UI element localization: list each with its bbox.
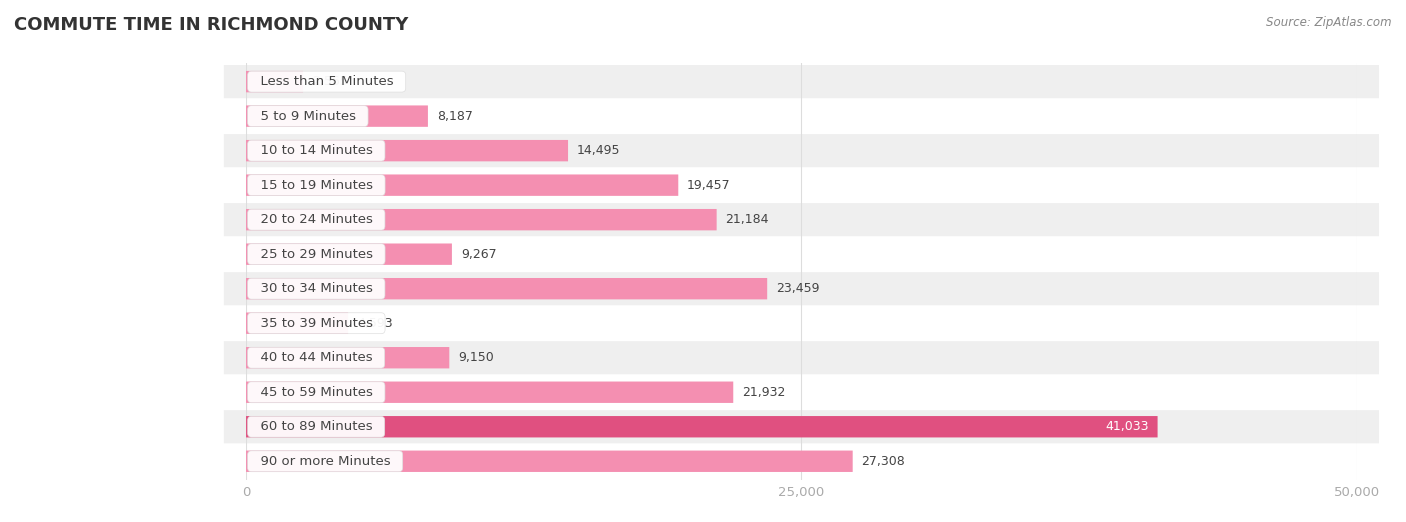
FancyBboxPatch shape: [246, 209, 717, 230]
Text: 10 to 14 Minutes: 10 to 14 Minutes: [252, 144, 381, 157]
FancyBboxPatch shape: [246, 382, 734, 403]
FancyBboxPatch shape: [224, 376, 1379, 409]
Text: 23,459: 23,459: [776, 282, 820, 295]
FancyBboxPatch shape: [246, 416, 1157, 437]
Text: 2,565: 2,565: [312, 75, 347, 88]
Text: Less than 5 Minutes: Less than 5 Minutes: [252, 75, 402, 88]
FancyBboxPatch shape: [224, 134, 1379, 167]
FancyBboxPatch shape: [246, 140, 568, 161]
Text: 90 or more Minutes: 90 or more Minutes: [252, 455, 399, 468]
Text: 41,033: 41,033: [1105, 420, 1149, 433]
FancyBboxPatch shape: [224, 203, 1379, 236]
Text: 21,932: 21,932: [742, 386, 786, 399]
FancyBboxPatch shape: [246, 71, 304, 92]
Text: 40 to 44 Minutes: 40 to 44 Minutes: [252, 351, 381, 364]
Text: 20 to 24 Minutes: 20 to 24 Minutes: [252, 213, 381, 226]
FancyBboxPatch shape: [246, 174, 678, 196]
Text: 9,150: 9,150: [458, 351, 494, 364]
Text: 21,184: 21,184: [725, 213, 769, 226]
Text: 19,457: 19,457: [688, 179, 731, 192]
FancyBboxPatch shape: [224, 410, 1379, 443]
FancyBboxPatch shape: [246, 313, 349, 334]
Text: COMMUTE TIME IN RICHMOND COUNTY: COMMUTE TIME IN RICHMOND COUNTY: [14, 16, 408, 33]
Text: 45 to 59 Minutes: 45 to 59 Minutes: [252, 386, 381, 399]
FancyBboxPatch shape: [224, 272, 1379, 305]
Text: 15 to 19 Minutes: 15 to 19 Minutes: [252, 179, 381, 192]
Text: 35 to 39 Minutes: 35 to 39 Minutes: [252, 317, 381, 330]
Text: 9,267: 9,267: [461, 247, 496, 260]
Text: 14,495: 14,495: [576, 144, 620, 157]
Text: 30 to 34 Minutes: 30 to 34 Minutes: [252, 282, 381, 295]
FancyBboxPatch shape: [246, 347, 450, 369]
FancyBboxPatch shape: [224, 306, 1379, 340]
FancyBboxPatch shape: [224, 65, 1379, 98]
FancyBboxPatch shape: [224, 100, 1379, 133]
Text: 25 to 29 Minutes: 25 to 29 Minutes: [252, 247, 381, 260]
Text: 8,187: 8,187: [437, 110, 472, 123]
FancyBboxPatch shape: [224, 238, 1379, 271]
FancyBboxPatch shape: [224, 445, 1379, 478]
FancyBboxPatch shape: [224, 341, 1379, 374]
FancyBboxPatch shape: [246, 278, 768, 300]
Text: Source: ZipAtlas.com: Source: ZipAtlas.com: [1267, 16, 1392, 29]
Text: 60 to 89 Minutes: 60 to 89 Minutes: [252, 420, 381, 433]
FancyBboxPatch shape: [246, 105, 427, 127]
FancyBboxPatch shape: [246, 450, 852, 472]
Text: 27,308: 27,308: [862, 455, 905, 468]
FancyBboxPatch shape: [224, 169, 1379, 201]
Text: 5 to 9 Minutes: 5 to 9 Minutes: [252, 110, 364, 123]
FancyBboxPatch shape: [246, 243, 451, 265]
Text: 4,593: 4,593: [357, 317, 392, 330]
